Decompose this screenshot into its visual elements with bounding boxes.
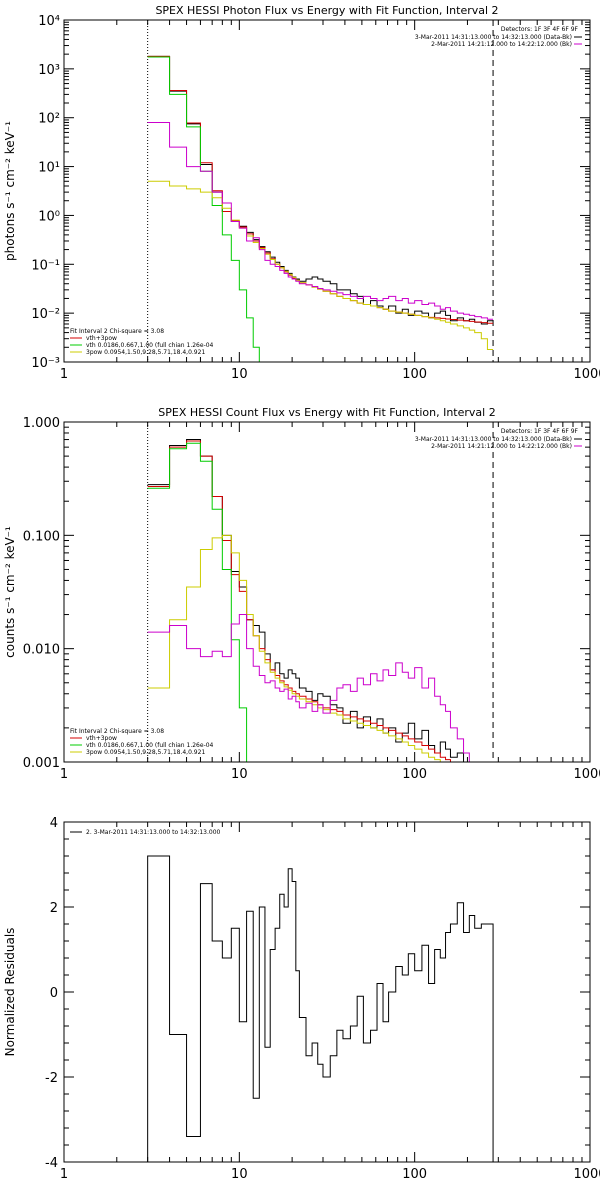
y-tick-label: 10³ [38,63,60,78]
x-tick-label: 10 [231,1167,248,1182]
y-tick-label: 10⁴ [38,14,60,29]
y-tick-label: -4 [45,1156,58,1171]
series-line-1 [147,55,494,324]
legend-left-label: vth+3pow [86,335,117,342]
legend-right-label: 3-Mar-2011 14:31:13.000 to 14:32:13.000 … [415,436,572,443]
y-tick-label: 1.000 [23,416,60,431]
series-line-3 [147,180,494,351]
plot-frame [63,821,591,1163]
y-tick-label: -2 [45,1071,58,1086]
series-line-4 [147,614,494,762]
detectors-label: Detectors: 1F 3F 4F 6F 9F [501,26,579,33]
chart-title: SPEX HESSI Photon Flux vs Energy with Fi… [155,4,498,17]
y-tick-label: 10⁻¹ [31,258,60,273]
series-line-0 [147,55,494,325]
x-tick-label: 100 [402,767,427,782]
x-tick-label: 10 [231,367,248,382]
legend-right-label: 2-Mar-2011 14:21:12.000 to 14:22:12.000 … [431,41,572,48]
legend-left-label: 3pow 0.0954,1.50,9.28,5.71,18.4,0.921 [86,349,205,356]
y-tick-label: 0.010 [23,643,60,658]
series-line-2 [147,442,254,762]
panel-count: SPEX HESSI Count Flux vs Energy with Fit… [3,406,600,782]
chart-title: SPEX HESSI Count Flux vs Energy with Fit… [158,406,495,419]
y-axis-label: counts s⁻¹ cm⁻² keV⁻¹ [3,526,17,658]
x-tick-label: 1 [60,1167,68,1182]
legend-left-label: 2. 3-Mar-2011 14:31:13.000 to 14:32:13.0… [86,829,221,836]
plot-frame [63,19,591,363]
y-tick-label: 10¹ [38,161,60,176]
series-line-0 [147,439,494,762]
legend-right-label: 2-Mar-2011 14:21:12.000 to 14:22:12.000 … [431,443,572,450]
legend-right-label: 3-Mar-2011 14:31:13.000 to 14:32:13.000 … [415,34,572,41]
x-tick-label: 100 [402,1167,427,1182]
y-tick-label: 10² [38,112,60,127]
plot-area [147,422,494,762]
x-tick-label: 10 [231,767,248,782]
x-tick-label: 1 [60,767,68,782]
plot-frame [63,421,591,763]
y-tick-label: 0.100 [23,529,60,544]
legend-left-label: Fit Interval 2 Chi-square = 3.08 [70,728,164,735]
legend-left-label: 3pow 0.0954,1.50,9.28,5.71,18.4,0.921 [86,749,205,756]
legend-left-label: Fit Interval 2 Chi-square = 3.08 [70,328,164,335]
y-tick-label: 10⁻² [31,307,60,322]
y-tick-label: 0 [50,986,58,1001]
series-line-0 [147,855,494,1162]
x-tick-label: 1 [60,367,68,382]
y-tick-label: 10⁻³ [31,356,60,371]
y-tick-label: 2 [50,901,58,916]
y-tick-label: 10⁰ [38,209,60,224]
detectors-label: Detectors: 1F 3F 4F 6F 9F [501,428,579,435]
panel-photon: SPEX HESSI Photon Flux vs Energy with Fi… [3,4,600,382]
legend-left-label: vth 0.0186,0.667,1.00 (full chian 1.26e-… [86,742,214,749]
y-axis-label: Normalized Residuals [3,928,17,1057]
legend-left-label: vth 0.0186,0.667,1.00 (full chian 1.26e-… [86,342,214,349]
x-tick-label: 100 [402,367,427,382]
legend-left-label: vth+3pow [86,735,117,742]
y-axis-label: photons s⁻¹ cm⁻² keV⁻¹ [3,121,17,261]
series-line-2 [147,56,271,362]
plot-area [147,855,494,1162]
y-tick-label: 0.001 [23,756,60,771]
y-tick-label: 4 [50,816,58,831]
series-line-1 [147,440,494,762]
plot-area [147,20,494,362]
series-line-4 [147,121,494,320]
